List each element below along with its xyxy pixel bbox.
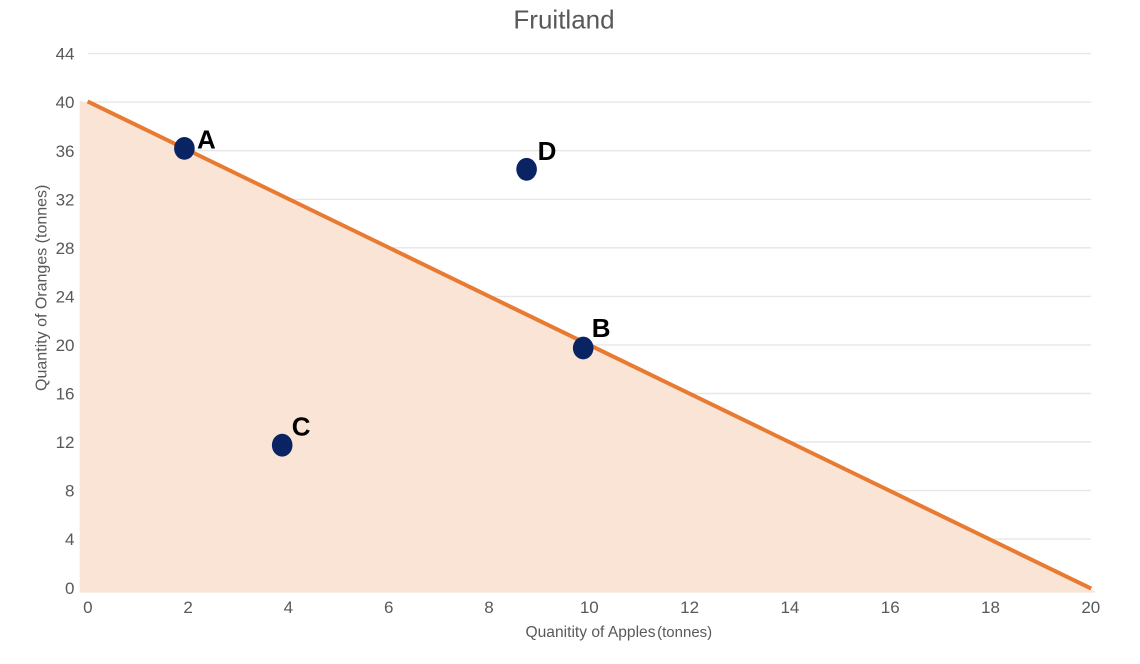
svg-text:Quantity of Oranges (tonnes): Quantity of Oranges (tonnes) <box>34 185 51 391</box>
svg-text:Fruitland: Fruitland <box>513 5 614 35</box>
svg-text:4: 4 <box>284 598 293 617</box>
svg-text:12: 12 <box>56 433 75 452</box>
svg-text:24: 24 <box>56 288 75 307</box>
svg-text:8: 8 <box>484 598 493 617</box>
svg-text:16: 16 <box>881 598 900 617</box>
svg-text:36: 36 <box>56 142 75 161</box>
svg-text:Quanitity of Apples(tonnes): Quanitity of Apples (tonnes) <box>526 624 713 641</box>
svg-text:10: 10 <box>580 598 599 617</box>
svg-text:20: 20 <box>56 336 75 355</box>
svg-text:A: A <box>197 124 216 154</box>
svg-text:18: 18 <box>981 598 1000 617</box>
svg-text:12: 12 <box>680 598 699 617</box>
svg-text:16: 16 <box>56 385 75 404</box>
svg-text:32: 32 <box>56 190 75 209</box>
svg-text:2: 2 <box>183 598 192 617</box>
svg-text:28: 28 <box>56 239 75 258</box>
svg-text:6: 6 <box>384 598 393 617</box>
svg-text:44: 44 <box>56 45 75 64</box>
svg-text:14: 14 <box>780 598 799 617</box>
svg-text:C: C <box>292 412 311 442</box>
svg-text:20: 20 <box>1081 598 1100 617</box>
svg-text:0: 0 <box>65 579 74 598</box>
svg-text:40: 40 <box>56 93 75 112</box>
svg-text:4: 4 <box>65 530 74 549</box>
svg-text:8: 8 <box>65 482 74 501</box>
svg-text:B: B <box>592 313 611 343</box>
svg-text:D: D <box>538 136 557 166</box>
svg-text:0: 0 <box>83 598 92 617</box>
